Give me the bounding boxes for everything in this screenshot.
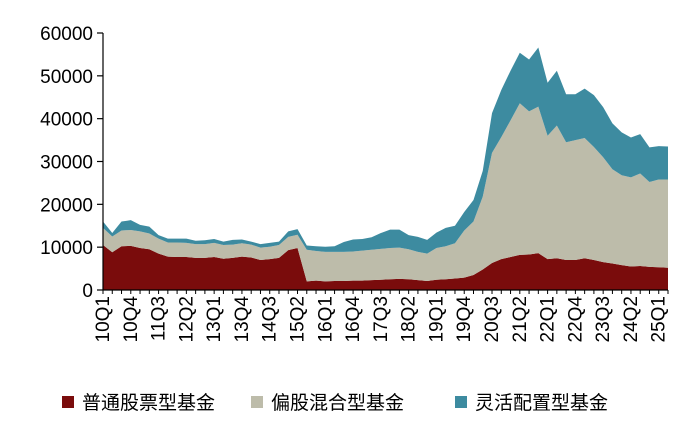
- x-axis-ticks: 10Q1 10Q4 11Q3 12Q2 13Q1 13Q4 14Q3 15Q2 16Q1 16Q4…: [93, 290, 670, 342]
- x-tick-label: 16Q4: [343, 296, 364, 343]
- area-layers: [103, 47, 668, 290]
- area-series-2: [103, 103, 668, 282]
- legend-label: 普通股票型基金: [82, 392, 215, 414]
- x-tick-label: 11Q3: [149, 296, 170, 341]
- legend-label: 偏股混合型基金: [271, 392, 404, 414]
- x-tick-label: 15Q2: [288, 296, 309, 342]
- x-tick-label: 19Q1: [426, 296, 447, 342]
- x-tick-label: 10Q1: [93, 296, 114, 342]
- x-tick-label: 23Q3: [593, 296, 614, 342]
- x-tick-label: 13Q4: [232, 296, 253, 343]
- legend-item-3: 灵活配置型基金: [455, 392, 608, 414]
- x-tick-label: 14Q3: [260, 296, 281, 342]
- y-tick-label: 10000: [40, 238, 93, 259]
- legend: 普通股票型基金 偏股混合型基金 灵活配置型基金: [62, 392, 608, 414]
- x-tick-label: 22Q4: [565, 296, 586, 343]
- x-tick-label: 21Q2: [510, 296, 531, 342]
- y-tick-label: 50000: [40, 67, 93, 88]
- y-tick-label: 0: [82, 281, 93, 302]
- x-tick-label: 10Q4: [121, 296, 142, 343]
- area-series-1: [103, 245, 668, 290]
- x-tick-label: 17Q3: [371, 296, 392, 342]
- x-tick-label: 16Q1: [315, 296, 336, 342]
- x-tick-label: 19Q4: [454, 296, 475, 343]
- x-tick-label: 24Q2: [621, 296, 642, 342]
- x-tick-label: 12Q2: [176, 296, 197, 342]
- x-tick-label: 13Q1: [204, 296, 225, 342]
- y-tick-label: 30000: [40, 153, 93, 174]
- legend-swatch: [251, 396, 263, 408]
- legend-item-2: 偏股混合型基金: [251, 392, 404, 414]
- y-tick-label: 40000: [40, 110, 93, 131]
- legend-label: 灵活配置型基金: [475, 392, 608, 414]
- legend-swatch: [62, 396, 74, 408]
- legend-swatch: [455, 396, 467, 408]
- x-tick-label: 18Q2: [399, 296, 420, 342]
- x-tick-label: 20Q3: [482, 296, 503, 342]
- x-tick-label: 25Q1: [649, 296, 670, 342]
- y-tick-label: 20000: [40, 195, 93, 216]
- y-axis-ticks: 0 10000 20000 30000 40000 50000 60000: [40, 24, 103, 302]
- area-series-3: [103, 47, 668, 254]
- x-tick-label: 22Q1: [538, 296, 559, 342]
- legend-item-1: 普通股票型基金: [62, 392, 215, 414]
- y-tick-label: 60000: [40, 24, 93, 45]
